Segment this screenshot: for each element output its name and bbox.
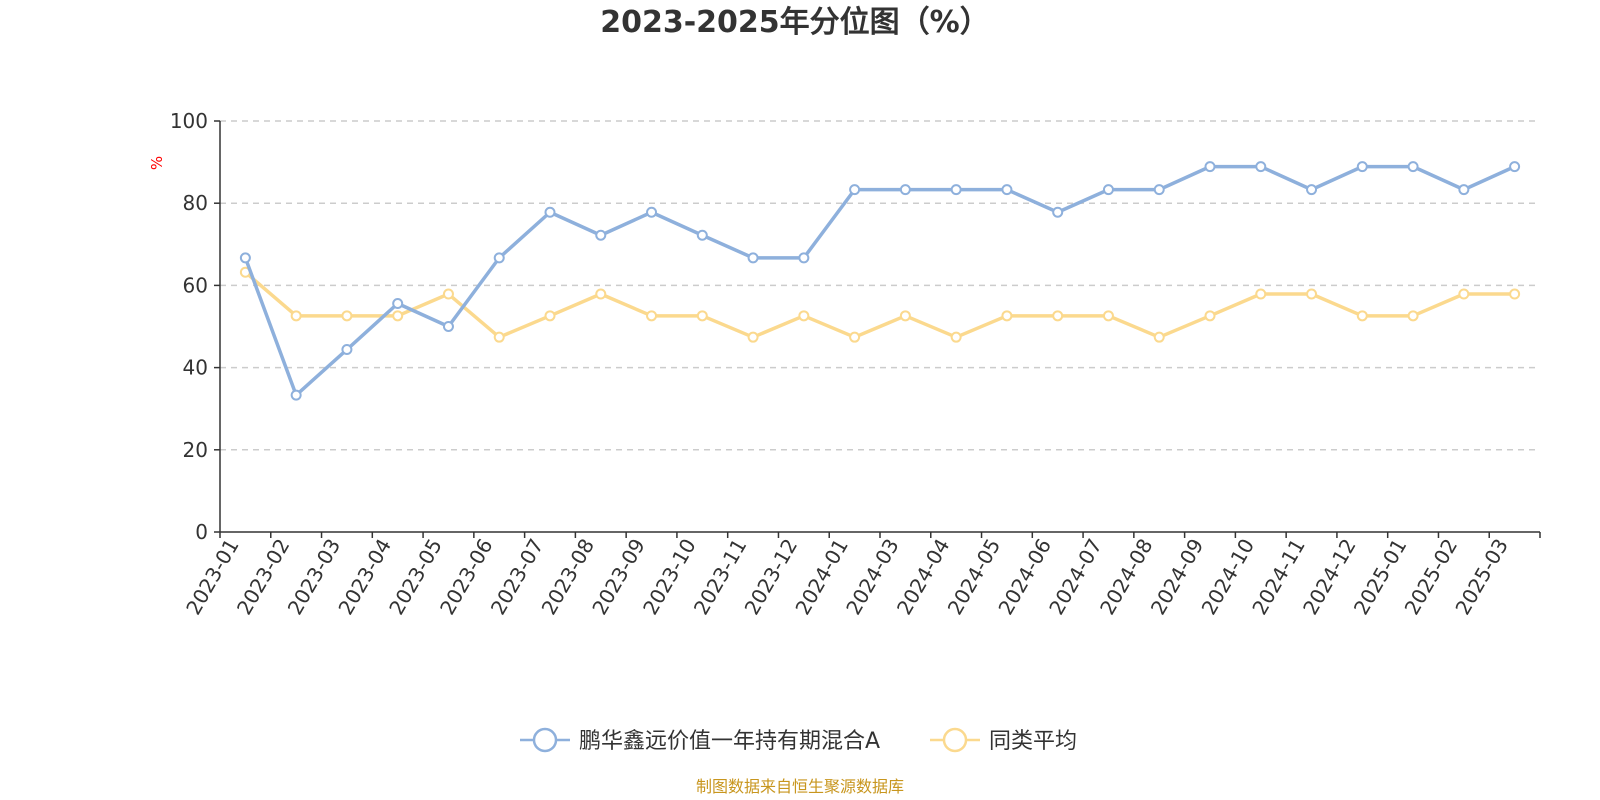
data-point[interactable] [950, 184, 962, 196]
legend-label: 鹏华鑫远价值一年持有期混合A [579, 729, 880, 754]
legend[interactable]: 鹏华鑫远价值一年持有期混合A 同类平均 [520, 727, 1077, 754]
y-tick-label: 0 [195, 520, 208, 544]
data-point[interactable] [798, 252, 810, 264]
data-point[interactable] [239, 252, 251, 264]
y-tick-label: 40 [183, 356, 208, 380]
data-point[interactable] [493, 331, 505, 343]
data-point[interactable] [1509, 288, 1521, 300]
data-point[interactable] [849, 184, 861, 196]
y-axis-unit: % [148, 156, 166, 170]
data-point[interactable] [1255, 161, 1267, 173]
y-tick-label: 60 [183, 273, 208, 297]
series-line [244, 270, 1515, 339]
legend-item-1[interactable]: 同类平均 [930, 727, 1077, 754]
data-point[interactable] [1255, 288, 1267, 300]
data-point[interactable] [1458, 184, 1470, 196]
data-point[interactable] [1102, 310, 1114, 322]
data-point[interactable] [493, 252, 505, 264]
data-point[interactable] [1407, 161, 1419, 173]
data-point[interactable] [950, 331, 962, 343]
legend-marker-icon [942, 727, 968, 753]
data-point[interactable] [1052, 206, 1064, 218]
legend-item-0[interactable]: 鹏华鑫远价值一年持有期混合A [520, 727, 880, 754]
data-point[interactable] [392, 310, 404, 322]
gridlines [220, 120, 1540, 451]
data-point[interactable] [341, 344, 353, 356]
data-point[interactable] [544, 206, 556, 218]
data-point[interactable] [696, 229, 708, 241]
legend-label: 同类平均 [989, 729, 1077, 754]
data-point[interactable] [1407, 310, 1419, 322]
y-tick-label: 20 [183, 438, 208, 462]
series-layer [239, 161, 1521, 401]
data-point[interactable] [696, 310, 708, 322]
data-point[interactable] [1052, 310, 1064, 322]
y-tick-label: 100 [170, 109, 208, 133]
data-point[interactable] [1153, 184, 1165, 196]
data-point[interactable] [392, 297, 404, 309]
series-line [243, 164, 1516, 397]
data-point[interactable] [798, 310, 810, 322]
series-1 [239, 266, 1521, 343]
data-point[interactable] [442, 288, 454, 300]
data-point[interactable] [1306, 184, 1318, 196]
series-0 [239, 161, 1521, 401]
data-point[interactable] [646, 206, 658, 218]
data-point[interactable] [1204, 310, 1216, 322]
data-point[interactable] [544, 310, 556, 322]
data-point[interactable] [595, 288, 607, 300]
legend-marker-icon [532, 727, 558, 753]
data-point[interactable] [1458, 288, 1470, 300]
data-point[interactable] [747, 331, 759, 343]
data-point[interactable] [899, 184, 911, 196]
data-point[interactable] [1204, 161, 1216, 173]
data-point[interactable] [646, 310, 658, 322]
data-point[interactable] [1102, 184, 1114, 196]
data-point[interactable] [442, 321, 454, 332]
data-point[interactable] [1509, 161, 1521, 173]
chart-title: 2023-2025年分位图（%） [600, 5, 990, 40]
data-point[interactable] [341, 310, 353, 322]
data-point[interactable] [747, 252, 759, 264]
data-point[interactable] [1001, 310, 1013, 322]
data-source-note: 制图数据来自恒生聚源数据库 [696, 777, 904, 796]
data-point[interactable] [1306, 288, 1318, 300]
data-point[interactable] [595, 229, 607, 241]
y-tick-label: 80 [183, 191, 208, 215]
data-point[interactable] [899, 310, 911, 322]
data-point[interactable] [290, 389, 302, 401]
data-point[interactable] [1356, 161, 1368, 173]
data-point[interactable] [1356, 310, 1368, 322]
data-point[interactable] [849, 331, 861, 343]
data-point[interactable] [1001, 184, 1013, 196]
data-point[interactable] [290, 310, 302, 322]
data-point[interactable] [1153, 331, 1165, 343]
